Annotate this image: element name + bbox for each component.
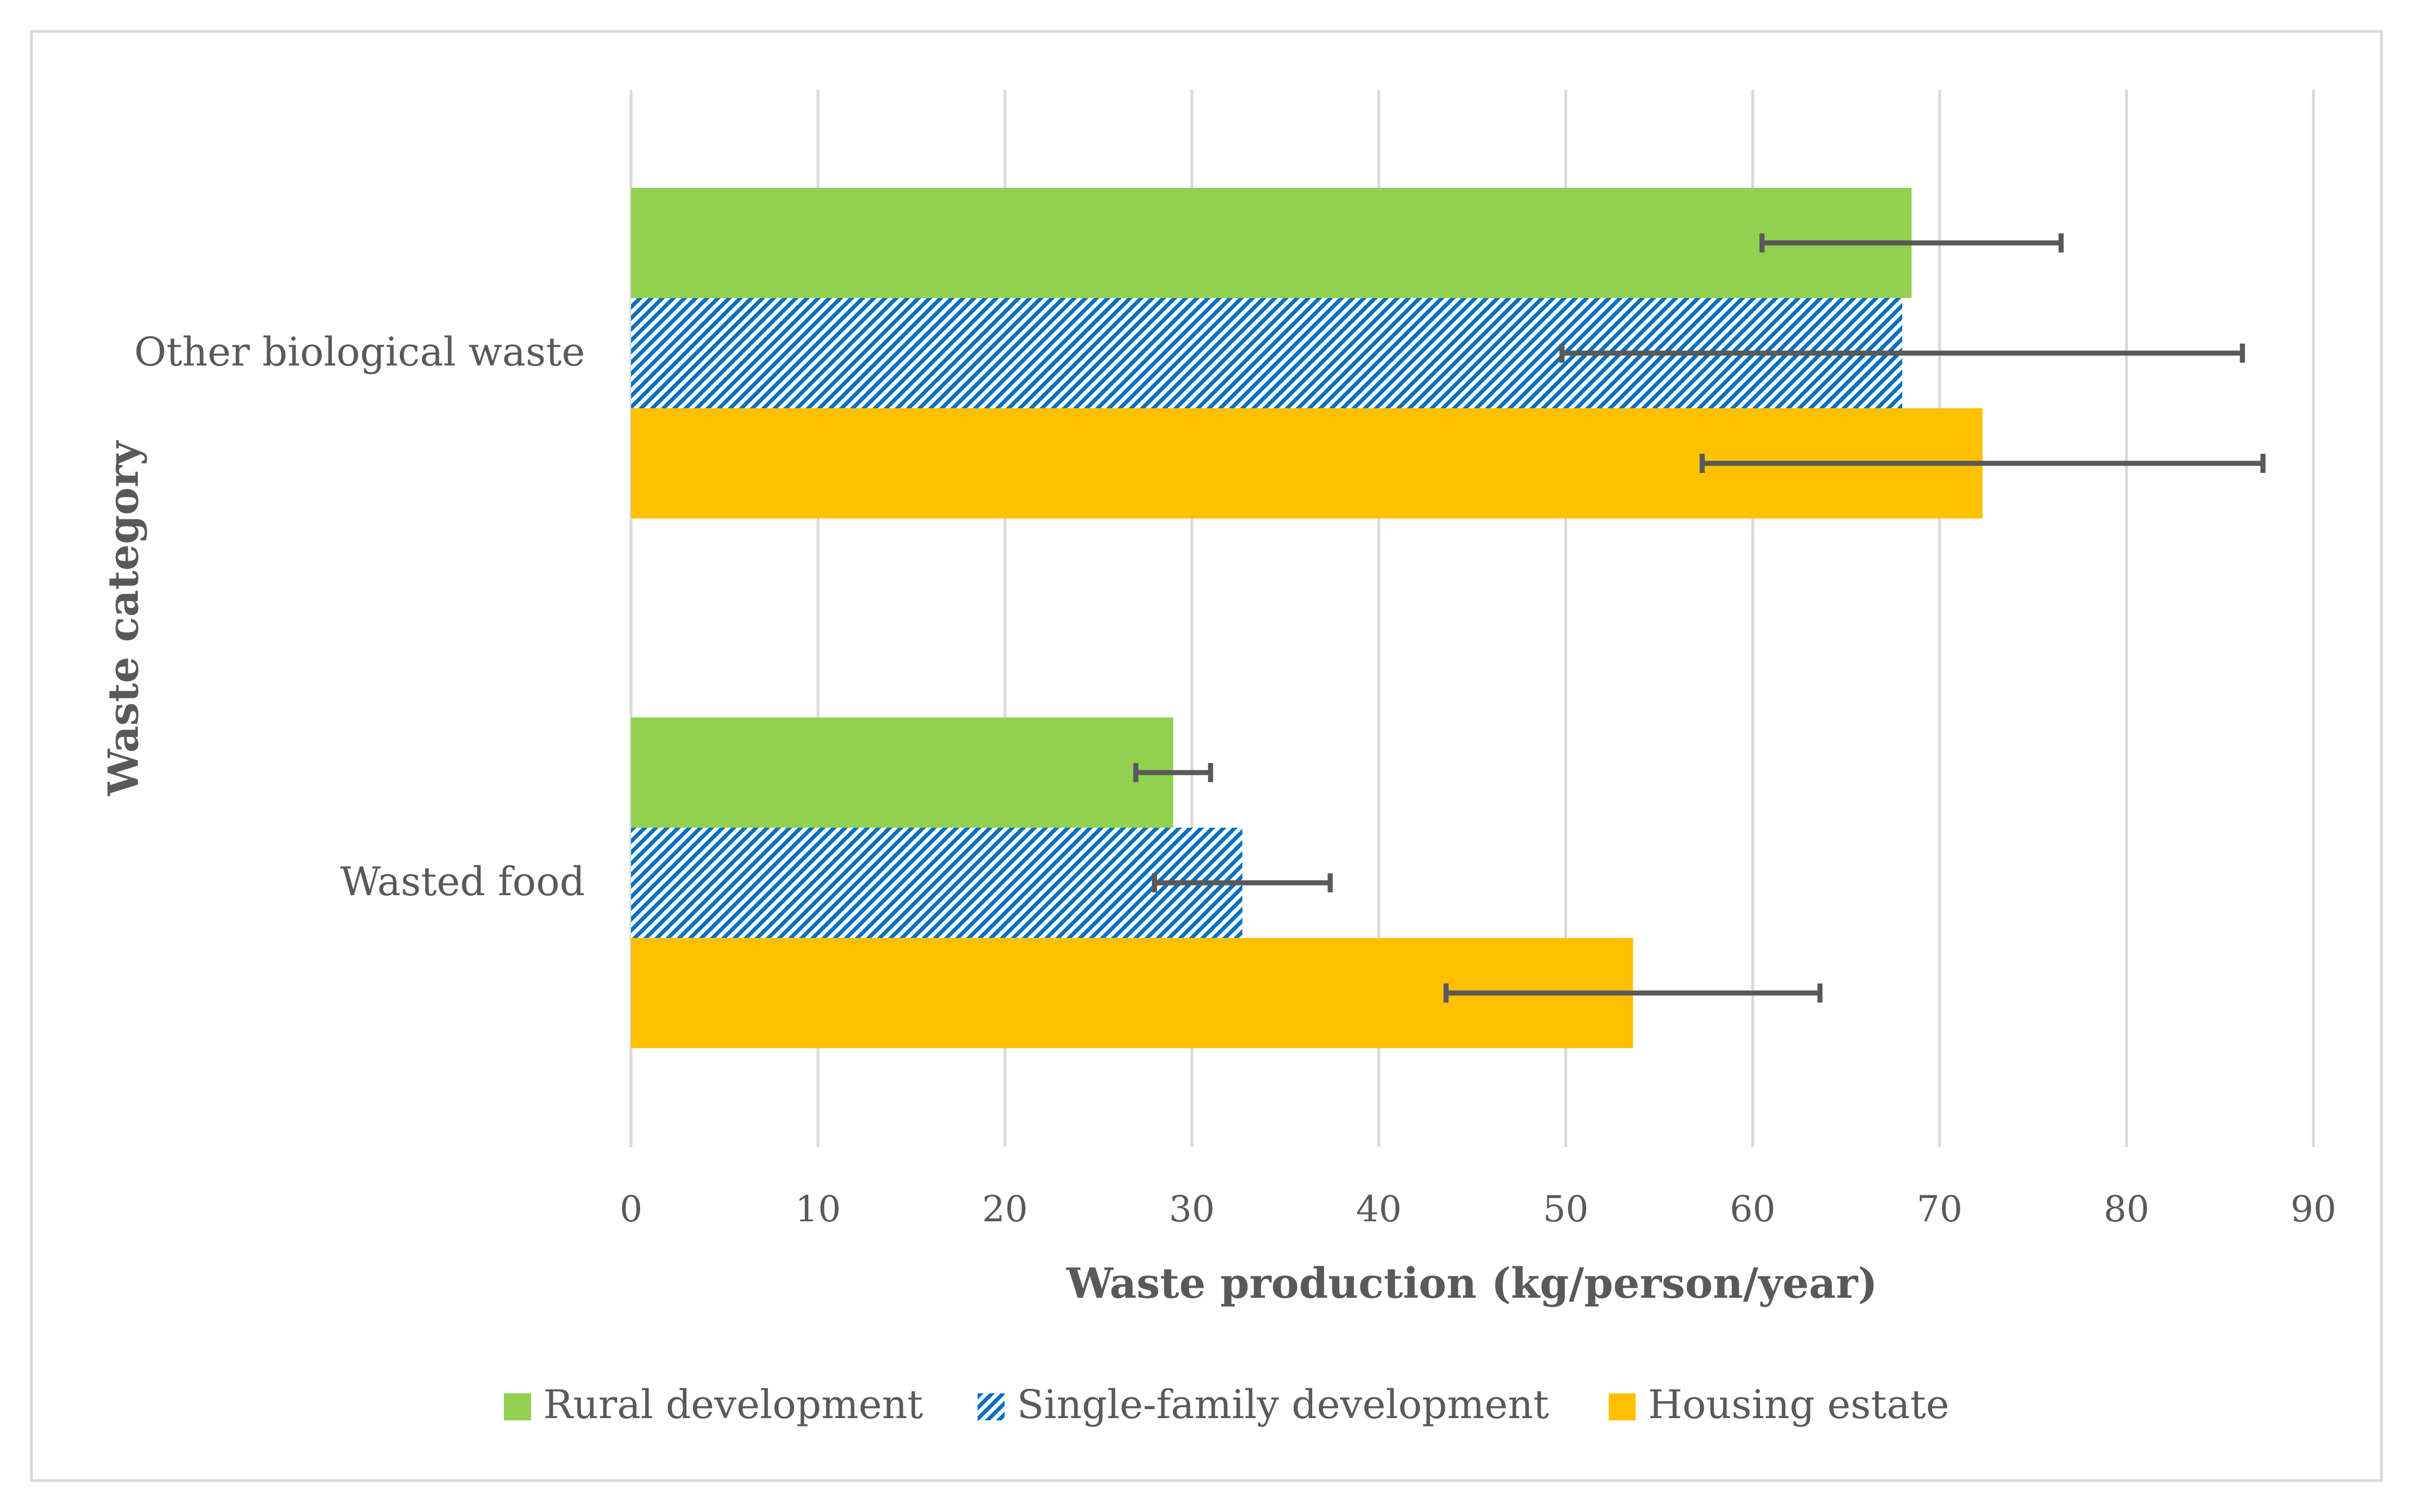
x-tick-label: 10 bbox=[795, 1189, 841, 1230]
category-label: Other biological waste bbox=[134, 329, 585, 375]
x-tick-labels: 0 10 20 30 40 50 60 70 80 90 bbox=[620, 1189, 2337, 1230]
error-bar bbox=[1759, 233, 2064, 252]
category-label: Wasted food bbox=[340, 859, 585, 905]
y-axis-title: Waste category bbox=[100, 440, 148, 797]
x-tick-label: 90 bbox=[2290, 1189, 2336, 1230]
legend: Rural development Single-family developme… bbox=[504, 1382, 1950, 1428]
x-tick-label: 20 bbox=[982, 1189, 1028, 1230]
bar-single-family-development bbox=[631, 828, 1242, 938]
error-bar bbox=[1559, 344, 2245, 363]
x-tick-label: 50 bbox=[1543, 1189, 1588, 1230]
error-bar bbox=[1152, 873, 1333, 892]
legend-label: Housing estate bbox=[1648, 1382, 1950, 1428]
x-tick-label: 80 bbox=[2104, 1189, 2149, 1230]
legend-swatch bbox=[1609, 1393, 1636, 1420]
error-bars bbox=[1133, 233, 2266, 1003]
legend-swatch bbox=[504, 1393, 531, 1420]
x-axis-title: Waste production (kg/person/year) bbox=[1066, 1260, 1878, 1308]
legend-swatch bbox=[978, 1393, 1005, 1420]
x-tick-label: 70 bbox=[1917, 1189, 1962, 1230]
x-tick-label: 30 bbox=[1169, 1189, 1214, 1230]
bar-rural-development bbox=[631, 188, 1912, 298]
legend-label: Rural development bbox=[543, 1382, 923, 1428]
x-tick-label: 60 bbox=[1730, 1189, 1775, 1230]
error-bar bbox=[1443, 983, 1823, 1003]
error-bar bbox=[1133, 763, 1213, 782]
x-tick-label: 40 bbox=[1356, 1189, 1402, 1230]
legend-label: Single-family development bbox=[1017, 1382, 1549, 1428]
error-bar bbox=[1699, 454, 2266, 473]
x-tick-label: 0 bbox=[620, 1189, 643, 1230]
category-labels: Other biological waste Wasted food bbox=[134, 329, 585, 905]
bar-rural-development bbox=[631, 717, 1173, 828]
